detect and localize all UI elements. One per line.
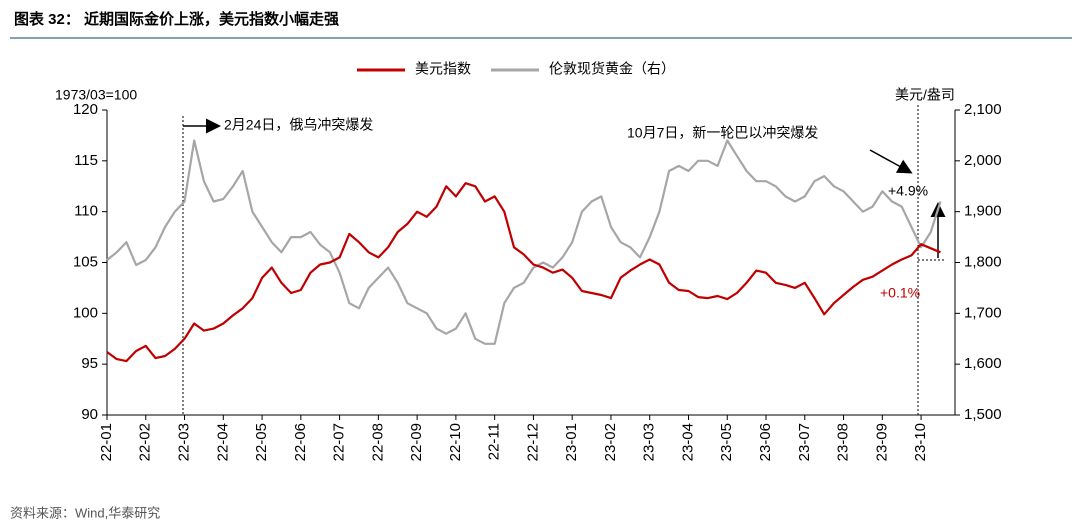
y2-tick-label: 1,700 (964, 304, 1002, 321)
annotation: 2月24日，俄乌冲突爆发 (224, 117, 373, 133)
legend-label: 美元指数 (415, 61, 471, 77)
y2-tick-label: 1,500 (964, 406, 1002, 423)
x-tick-label: 22-04 (214, 423, 231, 461)
x-tick-label: 22-02 (137, 423, 154, 461)
y-tick-label: 100 (73, 304, 98, 321)
x-tick-label: 23-05 (718, 423, 735, 461)
y-axis-label: 1973/03=100 (55, 87, 137, 103)
legend-label: 伦敦现货黄金（右） (549, 61, 675, 77)
y-tick-label: 105 (73, 253, 98, 270)
x-tick-label: 23-06 (757, 423, 774, 461)
source: 资料来源：Wind,华泰研究 (10, 505, 160, 520)
x-tick-label: 23-02 (602, 423, 619, 461)
annotation: +4.9% (888, 183, 928, 199)
x-tick-label: 23-09 (873, 423, 890, 461)
y2-axis-label: 美元/盎司 (895, 87, 955, 103)
annotation: +0.1% (880, 285, 920, 301)
x-tick-label: 22-09 (408, 423, 425, 461)
x-tick-label: 22-12 (524, 423, 541, 461)
x-tick-label: 23-08 (835, 423, 852, 461)
y-tick-label: 110 (74, 203, 98, 220)
x-tick-label: 23-04 (679, 423, 696, 461)
x-tick-label: 22-08 (369, 423, 386, 461)
y-tick-label: 120 (73, 101, 98, 118)
y-tick-label: 95 (81, 355, 98, 372)
y-tick-label: 115 (74, 152, 98, 169)
chart-title: 图表 32： 近期国际金价上涨，美元指数小幅走强 (14, 10, 339, 28)
series-line (106, 182, 941, 363)
y2-tick-label: 2,100 (964, 101, 1002, 118)
arrow (869, 149, 913, 174)
x-tick-label: 23-07 (796, 423, 813, 461)
y2-tick-label: 1,900 (964, 203, 1002, 220)
y-tick-label: 90 (81, 406, 98, 423)
annotation: 10月7日，新一轮巴以冲突爆发 (627, 125, 818, 141)
y2-tick-label: 1,600 (964, 355, 1002, 372)
x-tick-label: 22-06 (292, 423, 309, 461)
x-tick-label: 23-10 (912, 423, 929, 461)
x-tick-label: 22-05 (253, 423, 270, 461)
x-tick-label: 23-01 (563, 423, 580, 461)
x-tick-label: 23-03 (641, 423, 658, 461)
x-tick-label: 22-10 (447, 423, 464, 461)
series-line (106, 139, 942, 345)
x-tick-label: 22-03 (176, 423, 193, 461)
y2-tick-label: 1,800 (964, 253, 1002, 270)
x-tick-label: 22-07 (331, 423, 348, 461)
x-tick-label: 22-11 (486, 423, 503, 460)
x-tick-label: 22-01 (98, 423, 115, 461)
y2-tick-label: 2,000 (964, 152, 1002, 169)
